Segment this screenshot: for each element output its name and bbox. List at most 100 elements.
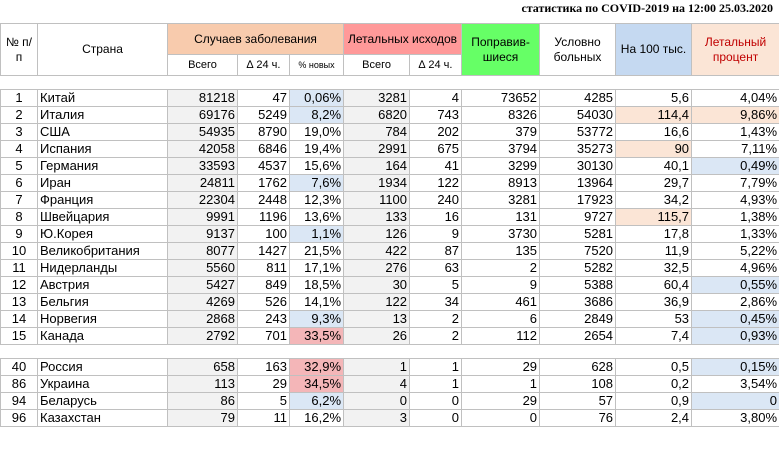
cases-total: 4269 [167,293,238,311]
table-row: 8 Швейцария 9991 1196 13,6% 133 16 131 9727 115,7… [0,208,779,226]
deaths-delta: 41 [409,157,463,175]
header-cases: Случаев заболевания [166,23,345,55]
sick-count: 54030 [539,106,617,124]
cases-delta: 1762 [237,174,290,192]
cases-delta: 701 [237,327,290,345]
per100k-value: 16,6 [615,123,693,141]
lethal-percent: 7,79% [691,174,779,192]
deaths-delta: 5 [409,276,463,294]
deaths-delta: 34 [409,293,463,311]
recovered-count: 3299 [461,157,541,175]
cases-total: 9137 [167,225,238,243]
deaths-total: 30 [343,276,411,294]
cases-total: 69176 [167,106,238,124]
per100k-value: 32,5 [615,259,693,277]
deaths-delta: 2 [409,327,463,345]
deaths-delta: 0 [409,392,463,410]
cases-total: 113 [167,375,238,393]
country-name: Италия [37,106,168,124]
lethal-percent: 7,11% [691,140,779,158]
lethal-percent: 1,43% [691,123,779,141]
deaths-delta: 0 [409,409,463,427]
per100k-value: 40,1 [615,157,693,175]
cases-total: 24811 [167,174,238,192]
header-cases-total: Всего [167,54,238,76]
deaths-delta: 240 [409,191,463,209]
country-name: Норвегия [37,310,168,328]
header-sick: Условно больных [539,23,617,76]
cases-pct-new: 33,5% [288,327,345,345]
cases-pct-new: 13,6% [288,208,345,226]
sick-count: 5282 [539,259,617,277]
lethal-percent: 0,15% [691,358,779,376]
deaths-delta: 2 [409,310,463,328]
cases-delta: 100 [237,225,290,243]
country-name: Китай [37,89,168,107]
per100k-value: 0,5 [615,358,693,376]
per100k-value: 5,6 [615,89,693,107]
row-num: 96 [0,409,38,427]
recovered-count: 379 [461,123,541,141]
country-name: Беларусь [37,392,168,410]
recovered-count: 73652 [461,89,541,107]
row-num: 12 [0,276,38,294]
country-name: Казахстан [37,409,168,427]
table-row: 13 Бельгия 4269 526 14,1% 122 34 461 3686 36,9 2,8… [0,293,779,311]
deaths-total: 422 [343,242,411,260]
recovered-count: 3730 [461,225,541,243]
cases-delta: 8790 [237,123,290,141]
deaths-total: 26 [343,327,411,345]
table-row: 9 Ю.Корея 9137 100 1,1% 126 9 3730 5281 17,8 1,33% [0,225,779,243]
row-num: 7 [0,191,38,209]
cases-pct-new: 7,6% [288,174,345,192]
recovered-count: 29 [461,392,541,410]
deaths-delta: 1 [409,375,463,393]
table-row: 3 США 54935 8790 19,0% 784 202 379 53772 16,6 1,43… [0,123,779,141]
deaths-total: 3 [343,409,411,427]
per100k-value: 29,7 [615,174,693,192]
row-num: 40 [0,358,38,376]
table-body-cis: 40 Россия 658 163 32,9% 1 1 29 628 0,5 0,15% 86 Укра… [0,358,779,427]
recovered-count: 0 [461,409,541,427]
country-name: Испания [37,140,168,158]
lethal-percent: 4,96% [691,259,779,277]
recovered-count: 6 [461,310,541,328]
sick-count: 57 [539,392,617,410]
lethal-percent: 2,86% [691,293,779,311]
sick-count: 13964 [539,174,617,192]
cases-total: 2868 [167,310,238,328]
cases-total: 8077 [167,242,238,260]
table-row: 94 Беларусь 86 5 6,2% 0 0 29 57 0,9 0 [0,392,779,410]
cases-delta: 4537 [237,157,290,175]
cases-total: 9991 [167,208,238,226]
cases-delta: 811 [237,259,290,277]
deaths-delta: 16 [409,208,463,226]
sick-count: 9727 [539,208,617,226]
cases-delta: 1196 [237,208,290,226]
row-num: 1 [0,89,38,107]
deaths-total: 133 [343,208,411,226]
sick-count: 7520 [539,242,617,260]
table-body-top15: 1 Китай 81218 47 0,06% 3281 4 73652 4285 5,6 4,04%… [0,89,779,345]
per100k-value: 114,4 [615,106,693,124]
table-row: 14 Норвегия 2868 243 9,3% 13 2 6 2849 53 0,45% [0,310,779,328]
per100k-value: 0,9 [615,392,693,410]
cases-delta: 243 [237,310,290,328]
lethal-percent: 4,04% [691,89,779,107]
country-name: Канада [37,327,168,345]
per100k-value: 34,2 [615,191,693,209]
table-row: 11 Нидерланды 5560 811 17,1% 276 63 2 5282 32,5 4,… [0,259,779,277]
deaths-total: 164 [343,157,411,175]
recovered-count: 461 [461,293,541,311]
table-row: 15 Канада 2792 701 33,5% 26 2 112 2654 7,4 0,93% [0,327,779,345]
cases-pct-new: 18,5% [288,276,345,294]
row-num: 2 [0,106,38,124]
country-name: Франция [37,191,168,209]
table-row: 86 Украина 113 29 34,5% 4 1 1 108 0,2 3,54% [0,375,779,393]
cases-pct-new: 9,3% [288,310,345,328]
cases-pct-new: 34,5% [288,375,345,393]
table-caption: статистика по COVID-2019 на 12:00 25.03.… [521,1,773,15]
cases-delta: 1427 [237,242,290,260]
header-row-1: № п/п Страна Случаев заболевания Летальн… [0,23,779,76]
cases-pct-new: 6,2% [288,392,345,410]
